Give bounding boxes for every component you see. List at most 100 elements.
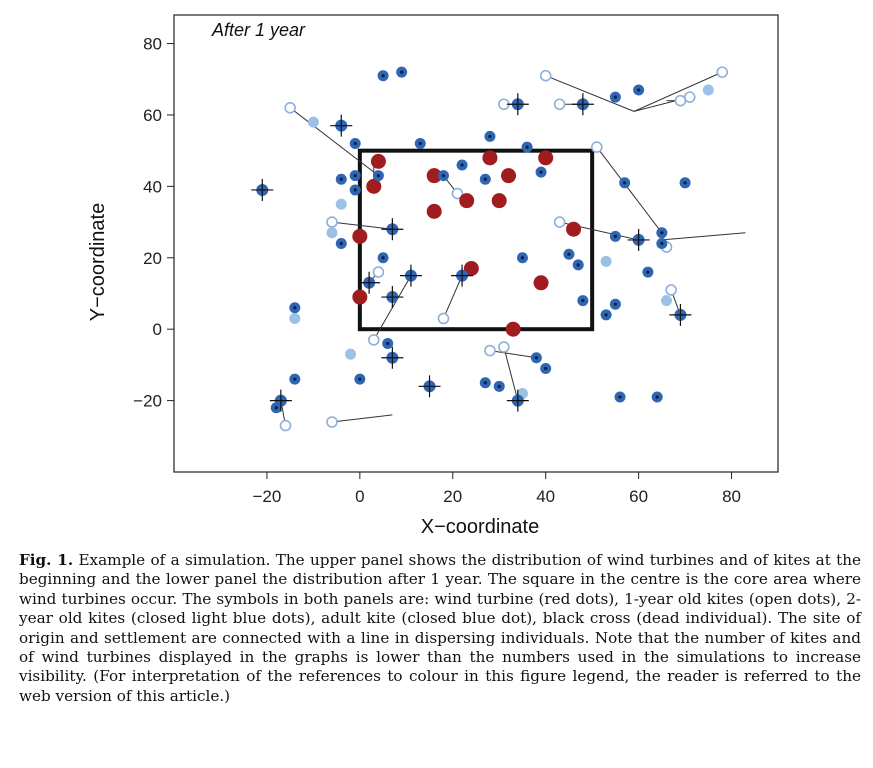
x-tick-label: 20 [443,487,462,506]
adult-kite-point [679,177,691,189]
adult-kite-point [349,170,361,182]
two-year-kite-point [660,295,672,307]
two-year-kite-point [307,116,319,128]
adult-kite-point [619,177,631,189]
adult-kite-point [377,70,389,82]
dispersal-line [545,75,635,112]
y-axis-label: Y−coordinate [87,203,109,321]
adult-kite-point [651,391,663,403]
dead-kite-point [627,228,650,251]
x-tick-label: 60 [629,487,648,506]
dead-kite-point [418,375,441,398]
one-year-kite-point [326,216,338,228]
adult-kite-point [493,380,505,392]
one-year-kite-point [716,66,729,78]
dead-kite-point [669,303,692,326]
dispersal-line [331,414,393,423]
two-year-kite-point [289,312,301,324]
adult-kite-point [437,170,449,182]
one-year-kite-point [484,344,496,357]
adult-kite-point [609,91,621,103]
adult-kite-point [521,141,533,153]
adult-kite-point [656,238,668,249]
y-tick-label: 40 [143,177,162,196]
adult-kite-point [600,309,612,321]
adult-kite-point [572,259,584,271]
dispersal-line [503,346,519,401]
adult-kite-point [563,248,575,260]
y-tick-label: 60 [143,106,162,125]
wind-turbine-point [352,289,368,305]
wind-turbine-point [366,178,382,194]
dispersal-line [633,71,723,112]
dead-kite-point [381,286,404,309]
adult-kite-point [609,230,621,242]
adult-kite-point [396,66,408,78]
adult-kite-point [516,252,528,264]
data-marks [251,66,729,432]
one-year-kite-point [590,141,603,153]
adult-kite-point [484,130,496,142]
adult-kite-point [609,298,621,310]
dead-kite-point [451,264,474,287]
caption-label: Fig. 1. [19,551,74,569]
x-tick-label: 40 [536,487,555,506]
wind-turbine-point [426,168,442,184]
figure-caption: Fig. 1. Example of a simulation. The upp… [19,551,861,706]
adult-kite-point [530,352,542,364]
dead-kite-point [571,93,594,116]
adult-kite-point [372,170,384,182]
one-year-kite-point [326,416,338,428]
one-year-kite-point [539,69,552,82]
wind-turbine-point [459,193,475,209]
x-tick-label: −20 [253,487,282,506]
adult-kite-point [354,373,366,385]
adult-kite-point [479,173,491,185]
adult-kite-point [289,302,301,314]
adult-kite-point [335,173,347,185]
wind-turbine-point [566,221,582,237]
adult-kite-point [540,362,552,374]
dispersal-line [661,232,746,241]
two-year-kite-point [335,198,347,210]
adult-kite-point [414,138,426,150]
two-year-kite-point [326,227,338,239]
adult-kite-point [535,166,547,178]
wind-turbine-point [426,203,442,219]
wind-turbine-point [538,150,554,166]
dead-kite-point [399,264,422,287]
dead-kite-point [506,93,529,116]
x-tick-label: 0 [355,487,364,506]
plot-frame [173,14,779,473]
adult-kite-point [633,84,645,96]
one-year-kite-point [437,312,450,325]
x-tick-label: 80 [722,487,741,506]
x-axis-ticks: −20 0 20 40 60 80 [253,472,741,506]
wind-turbine-point [491,193,507,209]
adult-kite-point [656,227,668,239]
two-year-kite-point [600,255,612,267]
dispersal-line [489,350,537,359]
wind-turbine-point [463,260,479,276]
y-tick-label: −20 [133,392,162,411]
y-tick-label: 0 [153,320,162,339]
dead-kite-point [381,218,404,241]
one-year-kite-point [498,341,510,353]
dead-kite-point [506,389,529,412]
wind-turbine-point [533,275,549,291]
one-year-kite-point [284,102,296,114]
one-year-kite-point [279,419,292,432]
dead-kite-point [251,178,274,201]
dead-kite-point [381,346,404,369]
one-year-kite-point [367,334,380,346]
adult-kite-point [349,184,361,196]
one-year-kite-point [553,98,566,111]
y-axis-ticks: −20 0 20 40 60 80 [133,35,174,411]
y-tick-label: 80 [143,35,162,54]
wind-turbine-point [352,228,368,244]
adult-kite-point [614,391,626,403]
wind-turbine-point [370,153,386,169]
y-tick-label: 20 [143,249,162,268]
one-year-kite-point [372,266,385,278]
adult-kite-point [382,337,394,349]
